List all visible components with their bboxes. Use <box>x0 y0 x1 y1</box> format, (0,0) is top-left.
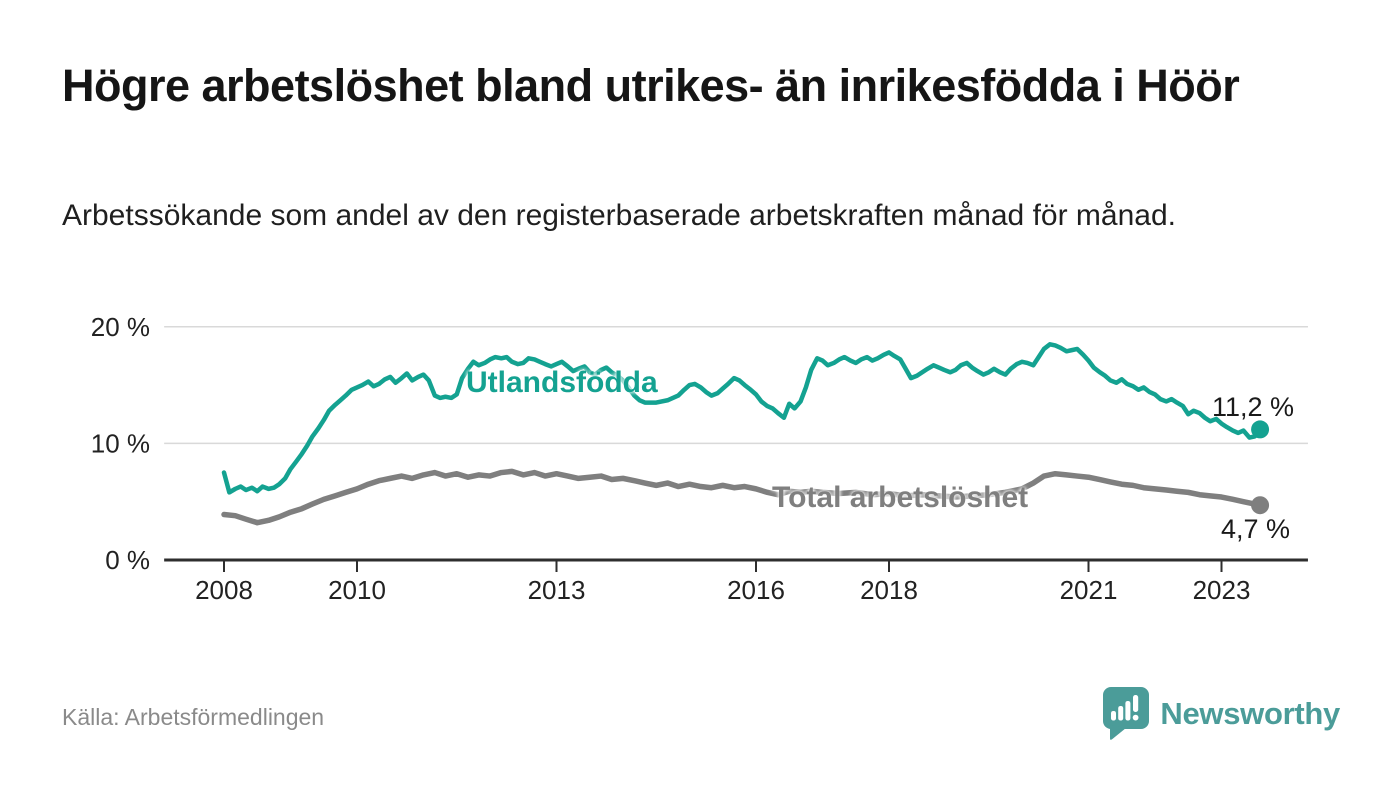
x-tick-label: 2008 <box>195 575 253 605</box>
gridlines <box>164 326 1308 445</box>
y-tick-label: 0 % <box>105 545 150 575</box>
x-axis <box>164 558 1308 572</box>
x-tick-label: 2010 <box>328 575 386 605</box>
newsworthy-wordmark: Newsworthy <box>1160 696 1340 731</box>
page-title: Högre arbetslöshet bland utrikes- än inr… <box>62 60 1240 111</box>
x-tick-label: 2016 <box>727 575 785 605</box>
series-line-1 <box>221 468 1263 526</box>
x-tick-label: 2018 <box>860 575 918 605</box>
series-end-dot-1 <box>1251 496 1270 515</box>
newsworthy-logo: Newsworthy <box>1103 687 1340 740</box>
y-tick-label: 20 % <box>91 312 150 342</box>
chart-subtitle: Arbetssökande som andel av den registerb… <box>62 199 1176 232</box>
series-label-utlandsfodda: Utlandsfödda <box>466 366 658 399</box>
newsworthy-bubble-icon <box>1103 687 1150 740</box>
end-value-label-total: 4,7 % <box>1221 514 1291 544</box>
x-tick-label: 2013 <box>528 575 586 605</box>
x-tick-label: 2021 <box>1060 575 1118 605</box>
series-label-total: Total arbetslöshet <box>772 481 1029 514</box>
end-value-label-utlandsfodda: 11,2 % <box>1212 392 1295 422</box>
series-end-dot-0 <box>1251 420 1270 439</box>
x-axis-labels: 2008 2010 2013 2016 2018 2021 2023 <box>195 575 1250 605</box>
y-tick-label: 10 % <box>91 428 150 458</box>
series-end-dots <box>1251 420 1270 515</box>
y-axis-labels: 0 % 10 % 20 % <box>91 312 150 575</box>
x-tick-label: 2023 <box>1193 575 1251 605</box>
source-note: Källa: Arbetsförmedlingen <box>62 704 325 730</box>
series-lines <box>221 342 1263 526</box>
series-line-0 <box>221 342 1263 495</box>
